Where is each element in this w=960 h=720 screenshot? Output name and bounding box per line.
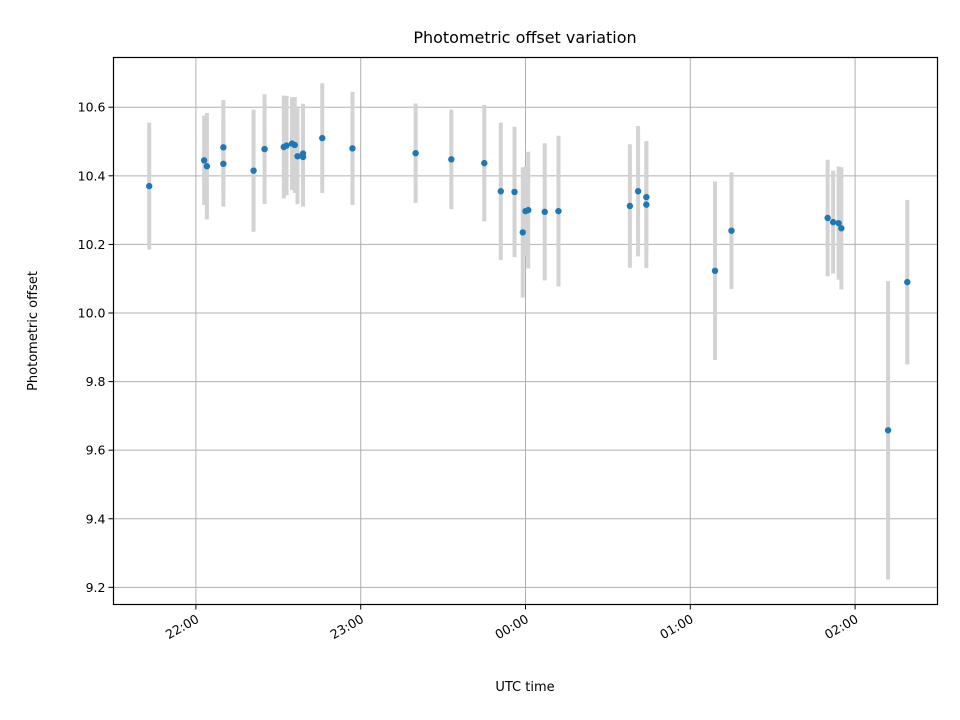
data-point: [283, 142, 290, 149]
data-point: [904, 278, 911, 286]
data-point: [711, 267, 719, 275]
data-point: [412, 149, 419, 157]
y-tick-label: 9.8: [86, 374, 106, 389]
data-point: [481, 159, 488, 167]
data-point: [519, 229, 526, 236]
data-point: [525, 206, 532, 214]
x-tick-label: 02:00: [822, 611, 861, 642]
data-point: [884, 427, 892, 434]
data-point: [250, 167, 257, 174]
x-axis-ticks: 22:00 23:00 00:00 01:00 02:00: [163, 604, 861, 642]
y-axis-ticks: 9.2 9.4 9.6 9.8 10.0 10.2 10.4 10.6: [78, 100, 114, 595]
data-point: [835, 219, 842, 227]
data-point: [511, 188, 518, 196]
data-point: [146, 182, 153, 190]
data-point: [829, 218, 837, 226]
chart-title: Photometric offset variation: [413, 28, 636, 47]
x-tick-label: 01:00: [657, 611, 696, 642]
grid-lines: [113, 57, 938, 605]
y-tick-label: 9.6: [86, 443, 106, 458]
data-point: [643, 201, 650, 208]
data-point: [497, 188, 504, 195]
y-tick-label: 10.0: [78, 305, 106, 320]
data-point: [220, 160, 227, 168]
data-points: [146, 134, 911, 434]
data-point: [349, 145, 356, 152]
data-point: [643, 193, 650, 201]
data-point: [299, 153, 307, 161]
data-point: [200, 157, 208, 164]
data-point: [838, 225, 845, 232]
x-tick-label: 00:00: [492, 611, 531, 642]
data-point: [626, 202, 634, 210]
data-point: [555, 207, 562, 215]
data-point: [261, 145, 268, 153]
y-axis-label: Photometric offset: [26, 271, 41, 391]
data-point: [294, 153, 301, 160]
error-bars: [147, 83, 910, 580]
x-tick-label: 23:00: [327, 611, 366, 642]
data-point: [634, 188, 642, 195]
data-point: [291, 141, 298, 149]
data-point: [203, 163, 211, 170]
y-tick-label: 10.2: [78, 237, 106, 252]
x-axis-label: UTC time: [495, 680, 554, 695]
data-point: [541, 208, 548, 216]
y-tick-label: 9.4: [86, 511, 106, 526]
data-point: [220, 144, 227, 151]
y-tick-label: 9.2: [86, 580, 106, 595]
y-tick-label: 10.6: [78, 100, 106, 115]
y-tick-label: 10.4: [78, 168, 106, 183]
data-point: [319, 134, 326, 142]
data-point: [728, 227, 735, 234]
data-point: [448, 156, 455, 163]
x-tick-label: 22:00: [163, 611, 202, 642]
data-point: [824, 214, 831, 222]
